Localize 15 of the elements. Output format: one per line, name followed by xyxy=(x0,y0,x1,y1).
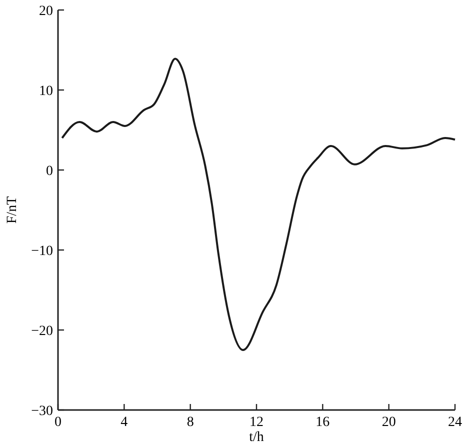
x-tick-label: 4 xyxy=(120,415,128,430)
y-axis-title: F/nT xyxy=(5,196,20,224)
line-series xyxy=(61,58,456,351)
y-tick-label: −30 xyxy=(31,404,53,419)
x-tick-label: 20 xyxy=(382,415,396,430)
x-tick-label: 24 xyxy=(448,415,462,430)
y-tick-label: 10 xyxy=(39,84,53,99)
x-tick-label: 12 xyxy=(250,415,264,430)
y-tick-label: 20 xyxy=(39,4,53,19)
x-tick-label: 8 xyxy=(186,415,194,430)
x-tick-label: 16 xyxy=(316,415,330,430)
y-tick-label: −10 xyxy=(31,244,53,259)
x-axis-title: t/h xyxy=(249,430,264,444)
y-tick-label: −20 xyxy=(31,324,53,339)
y-tick-label: 0 xyxy=(46,164,53,179)
